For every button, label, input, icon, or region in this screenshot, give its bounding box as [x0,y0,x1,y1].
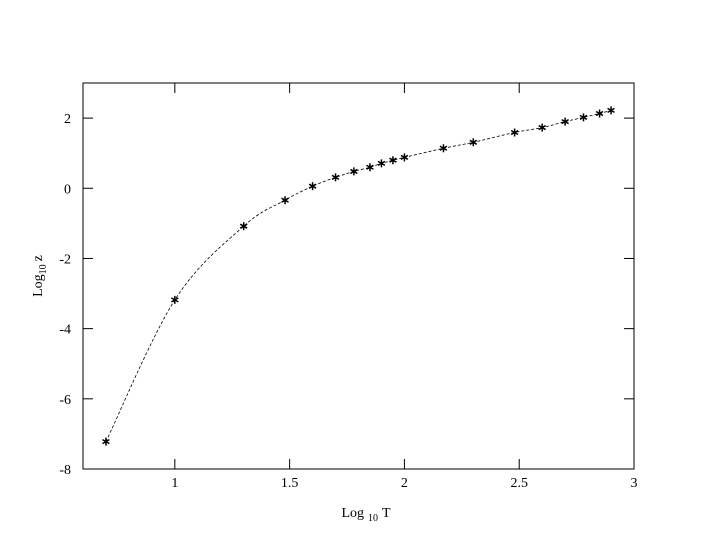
x-tick-label: 2.5 [510,476,528,491]
fit-line [105,109,612,442]
y-label-end: z [31,255,46,261]
point [561,117,569,126]
x-tick-label: 2 [401,476,408,491]
point [170,295,179,304]
point [350,167,358,176]
y-axis-label: Log10 z [31,255,49,297]
y-tick-label: -6 [59,393,71,408]
point [331,173,340,182]
x-label-main: Log [341,506,364,521]
point [281,196,289,205]
x-axis-label: Log 10 T [341,506,391,524]
point [308,182,317,191]
x-label-sub: 10 [368,513,378,524]
point [579,113,588,122]
y-tick-label: 2 [64,112,71,127]
x-label-end: T [382,506,391,521]
x-tick-label: 3 [631,476,638,491]
point [400,153,409,162]
y-label-main: Log [31,274,46,297]
x-tick-label: 1.5 [281,476,299,491]
point [510,128,519,137]
point [595,109,604,118]
point [607,106,615,115]
point [469,138,478,147]
point [366,163,374,172]
y-tick-label: 0 [64,182,71,197]
point [102,437,110,446]
y-tick-label: -4 [59,323,71,338]
point [538,123,547,132]
point [377,159,386,168]
x-tick-label: 1 [171,476,178,491]
point [239,222,248,231]
point [389,156,397,165]
y-tick-label: -2 [59,252,71,267]
y-label-sub: 10 [38,264,49,274]
y-tick-label: -8 [59,463,71,478]
plot-frame [82,82,635,470]
point [439,144,448,153]
